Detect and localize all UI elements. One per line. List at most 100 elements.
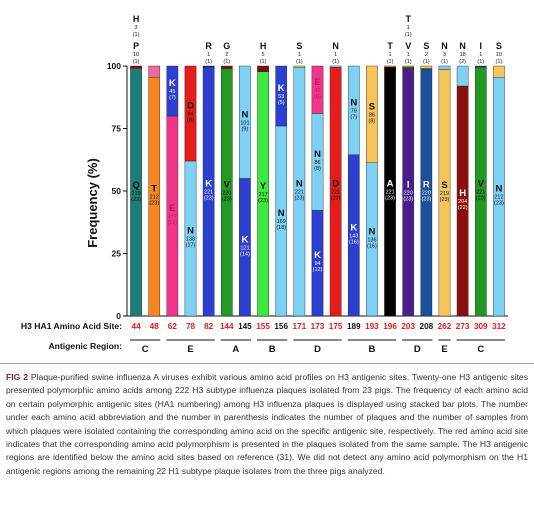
segment-aa-label: Q <box>132 180 139 191</box>
region-label: E <box>187 344 193 355</box>
segment-sample-label: (23) <box>222 196 232 202</box>
bar-segment <box>257 65 269 72</box>
site-number-label: 171 <box>293 322 307 331</box>
top-count-label: 3 <box>443 52 446 58</box>
segment-sample-label: (19) <box>167 220 177 226</box>
top-aa-label: N <box>332 41 339 51</box>
bar-segment <box>148 65 161 78</box>
site-number-label: 309 <box>474 322 488 331</box>
segment-aa-label: K <box>314 250 321 261</box>
segment-sample-label: (12) <box>313 267 323 273</box>
bar-segment <box>347 65 360 155</box>
bar-segment <box>493 65 505 78</box>
segment-count-label: 86 <box>314 160 320 166</box>
site-number-label: 156 <box>274 322 288 331</box>
top-sample-label: (2) <box>459 59 466 65</box>
top-count-label: 18 <box>460 52 466 58</box>
segment-aa-label: N <box>368 226 375 237</box>
bar-segment <box>293 65 306 68</box>
segment-aa-label: K <box>350 222 357 233</box>
segment-aa-label: R <box>423 179 430 190</box>
site-row-label: H3 HA1 Amino Acid Site: <box>21 321 122 331</box>
top-sample-label: (1) <box>260 59 267 65</box>
site-number-label: 48 <box>150 322 160 331</box>
bar-segment <box>311 65 324 114</box>
segment-count-label: 136 <box>367 237 376 243</box>
y-tick-label: 100 <box>107 61 121 71</box>
top-count-label: 10 <box>496 52 502 58</box>
segment-sample-label: (16) <box>367 243 377 249</box>
segment-sample-label: (22) <box>458 205 468 211</box>
segment-aa-label: I <box>407 179 410 190</box>
top-sample-label: (1) <box>405 32 412 38</box>
site-number-label: 144 <box>220 322 234 331</box>
segment-sample-label: (18) <box>276 225 286 231</box>
top-sample-label: (1) <box>223 59 230 65</box>
top-sample-label: (1) <box>477 59 484 65</box>
segment-count-label: 79 <box>351 108 357 114</box>
segment-sample-label: (8) <box>314 166 321 172</box>
region-label: D <box>414 344 421 355</box>
top-count-label: 10 <box>133 52 139 58</box>
segment-sample-label: (23) <box>476 196 486 202</box>
segment-aa-label: H <box>459 188 466 199</box>
segment-count-label: 101 <box>240 120 249 126</box>
segment-count-label: 219 <box>440 191 449 197</box>
segment-aa-label: V <box>224 179 231 190</box>
top-count-label: 1 <box>407 52 410 58</box>
top-count-label: 1 <box>298 52 301 58</box>
bar-segment <box>474 65 487 68</box>
segment-count-label: 121 <box>240 245 249 251</box>
segment-aa-label: N <box>187 226 194 237</box>
top-aa-label: S <box>496 41 502 51</box>
top-aa-label: G <box>223 41 230 51</box>
top-aa-label: V <box>405 41 411 51</box>
segment-sample-label: (23) <box>494 201 504 207</box>
bar-segment <box>275 65 288 127</box>
bar-segment <box>166 65 179 117</box>
caption-text: Plaque-purified swine influenza A viruse… <box>6 372 528 476</box>
top-count-label: 2 <box>425 52 428 58</box>
bar-segment <box>456 65 469 87</box>
bar-segment <box>202 65 215 68</box>
region-label: D <box>314 344 321 355</box>
top-aa-label: P <box>133 41 139 51</box>
y-tick-label: 75 <box>112 124 122 134</box>
segment-aa-label: S <box>441 180 447 191</box>
segment-sample-label: (16) <box>349 239 359 245</box>
segment-sample-label: (23) <box>258 198 268 204</box>
segment-sample-label: (5) <box>278 100 285 106</box>
segment-count-label: 220 <box>422 190 431 196</box>
site-number-label: 203 <box>401 322 415 331</box>
segment-count-label: 217 <box>258 192 267 198</box>
segment-sample-label: (23) <box>440 197 450 203</box>
top-sample-label: (1) <box>133 59 140 65</box>
segment-count-label: 220 <box>222 190 231 196</box>
segment-count-label: 53 <box>278 94 284 100</box>
segment-count-label: 94 <box>314 261 320 267</box>
segment-aa-label: N <box>314 149 321 160</box>
segment-count-label: 177 <box>168 214 177 220</box>
top-count-label: 1 <box>407 25 410 31</box>
segment-count-label: 221 <box>476 190 485 196</box>
segment-sample-label: (6) <box>314 94 321 100</box>
bar-segment <box>420 65 433 69</box>
segment-aa-label: K <box>205 179 212 190</box>
segment-count-label: 220 <box>404 190 413 196</box>
segment-aa-label: N <box>495 184 502 195</box>
bar-segment <box>220 65 233 69</box>
segment-aa-label: S <box>369 101 375 112</box>
segment-count-label: 169 <box>277 219 286 225</box>
top-sample-label: (1) <box>133 32 140 38</box>
bar-segment <box>184 65 197 162</box>
segment-count-label: 138 <box>186 237 195 243</box>
y-tick-label: 50 <box>112 186 122 196</box>
segment-aa-label: N <box>296 179 303 190</box>
segment-aa-label: T <box>151 184 157 195</box>
top-aa-label: T <box>387 41 393 51</box>
region-label: E <box>441 344 447 355</box>
top-count-label: 3 <box>135 25 138 31</box>
segment-sample-label: (9) <box>242 126 249 132</box>
site-number-label: 62 <box>168 322 178 331</box>
